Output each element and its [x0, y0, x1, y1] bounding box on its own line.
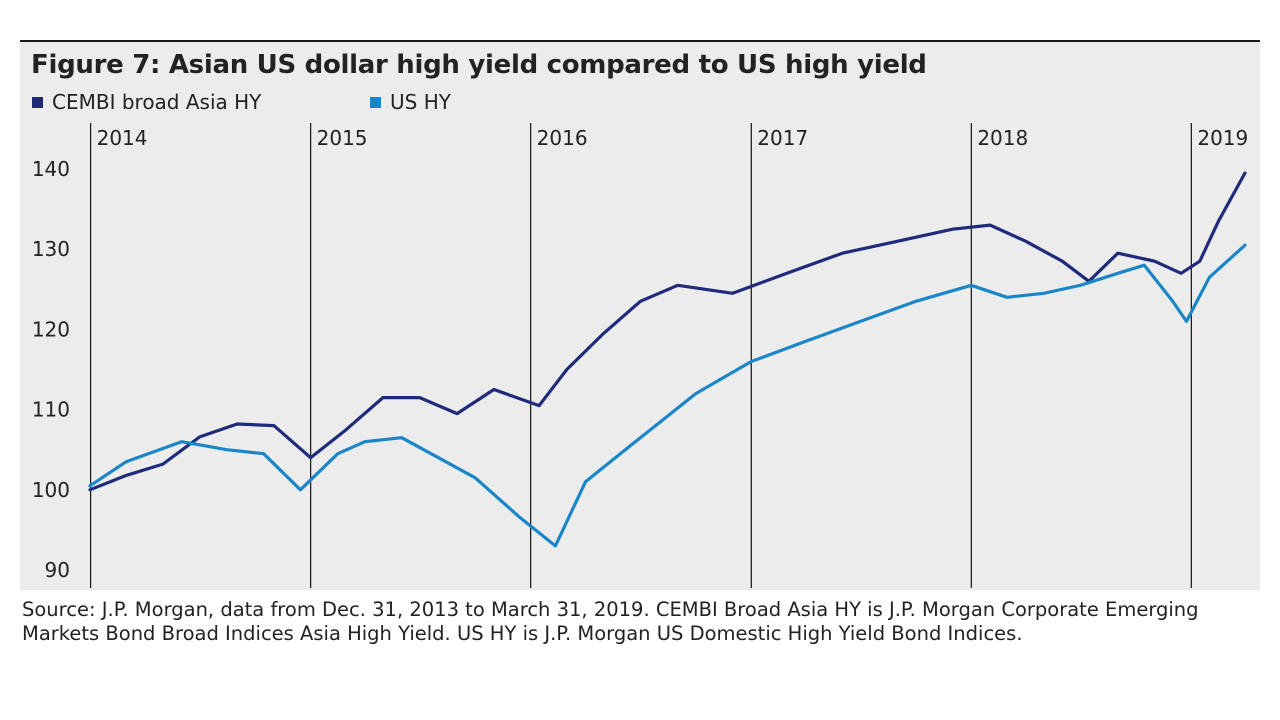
top-rule: [20, 40, 1260, 42]
line-chart: 2014 2015 2016 2017 2018 2019 90 100 110 120 130 1…: [32, 123, 1248, 588]
legend-item-ushy: US HY: [370, 90, 451, 114]
series-line-cembi: [88, 171, 1247, 492]
legend-swatch-ushy: [370, 96, 381, 108]
legend-item-cembi: CEMBI broad Asia HY: [32, 90, 261, 114]
y-axis: 90 100 110 120 130 140: [32, 157, 70, 582]
legend-label-cembi: CEMBI broad Asia HY: [52, 90, 262, 114]
chart-title: Figure 7: Asian US dollar high yield com…: [31, 50, 927, 80]
y-tick-label-110: 110: [32, 398, 70, 422]
series-line-ushy: [88, 243, 1247, 548]
legend-label-ushy: US HY: [390, 90, 451, 114]
year-label-2015: 2015: [317, 126, 368, 150]
y-tick-label-120: 120: [32, 317, 70, 341]
legend-swatch-cembi: [32, 96, 43, 108]
source-note: Source: J.P. Morgan, data from Dec. 31, …: [22, 598, 1199, 645]
year-label-2014: 2014: [97, 126, 148, 150]
chart-background: [20, 41, 1260, 590]
year-label-2016: 2016: [537, 126, 588, 150]
y-tick-label-140: 140: [32, 157, 70, 181]
y-tick-label-130: 130: [32, 237, 70, 261]
year-divider-group: 2014 2015 2016 2017 2018 2019: [90, 123, 1248, 588]
series-group: [88, 171, 1247, 548]
year-label-2018: 2018: [977, 126, 1028, 150]
year-label-2017: 2017: [757, 126, 808, 150]
y-tick-label-100: 100: [32, 478, 70, 502]
year-label-2019: 2019: [1197, 126, 1248, 150]
y-tick-label-90: 90: [45, 558, 70, 582]
